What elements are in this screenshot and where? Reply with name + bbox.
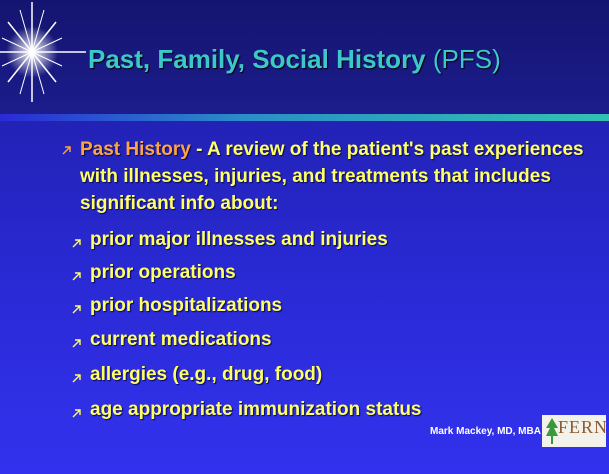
sub-bullet: current medications [90, 329, 272, 350]
starburst [0, 2, 86, 102]
logo: FERNE [542, 415, 609, 447]
title-band [0, 0, 609, 114]
sub-bullet-arrow [72, 374, 81, 383]
sub-bullet-arrow [72, 272, 81, 281]
logo-tree [546, 418, 558, 444]
author: Mark Mackey, MD, MBA [430, 426, 541, 437]
bullet-arrow [62, 146, 71, 155]
sub-bullet-arrow [72, 305, 81, 314]
main-bullet: Past History - A review of the patient's… [80, 139, 584, 214]
sub-bullet: allergies (e.g., drug, food) [90, 364, 323, 385]
sub-bullet: prior major illnesses and injuries [90, 229, 388, 250]
sub-bullet-arrow [72, 339, 81, 348]
sub-bullet: prior hospitalizations [90, 295, 283, 316]
sub-bullet-arrow [72, 239, 81, 248]
sub-bullet-arrow [72, 409, 81, 418]
sub-bullet: prior operations [90, 262, 236, 283]
sub-bullet: age appropriate immunization status [90, 399, 422, 420]
divider [0, 114, 609, 121]
slide-title: Past, Family, Social History (PFS) [88, 44, 501, 74]
logo-text: FERNE [558, 417, 609, 437]
